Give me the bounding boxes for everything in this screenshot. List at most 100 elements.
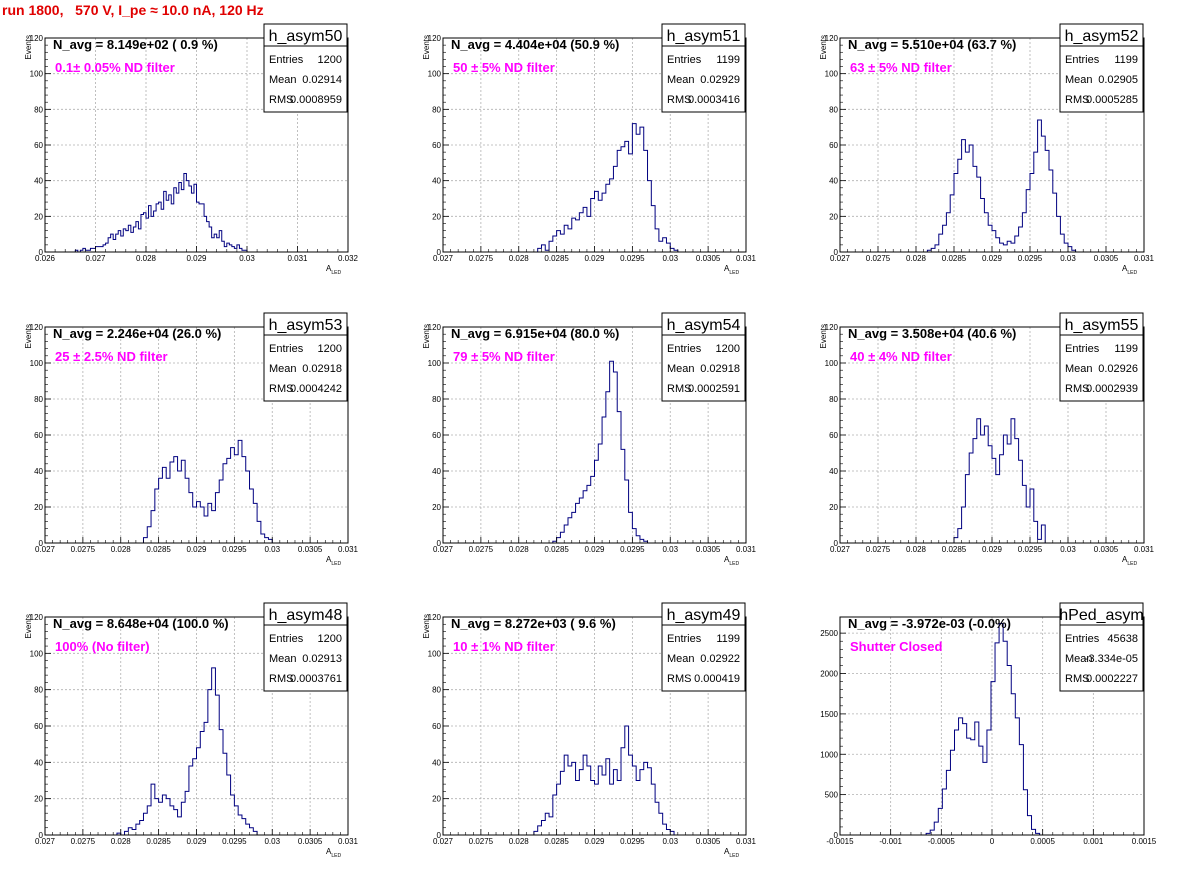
x-tick-label: 0.0275 bbox=[71, 545, 96, 554]
x-tick-label: 0.029 bbox=[186, 545, 207, 554]
y-axis-label: Events bbox=[819, 324, 828, 348]
n-avg-label: N_avg = 6.915e+04 (80.0 %) bbox=[451, 326, 619, 341]
x-tick-label: 0.029 bbox=[982, 545, 1003, 554]
y-tick-label: 2500 bbox=[820, 629, 838, 638]
x-tick-label: 0.031 bbox=[287, 254, 308, 263]
stats-value: 0.0002591 bbox=[688, 383, 740, 395]
x-tick-label: 0.0275 bbox=[469, 545, 494, 554]
histogram-panel: 0.026 0.027 0.028 0.029 0.03 0.031 0.032 0 20 40 6… bbox=[24, 23, 359, 276]
y-tick-label: 80 bbox=[432, 105, 441, 114]
x-tick-label: 0.0305 bbox=[1094, 545, 1119, 554]
y-axis-label: Events bbox=[422, 35, 431, 59]
stats-label: RMS bbox=[1065, 94, 1089, 106]
y-tick-label: 80 bbox=[432, 686, 441, 695]
x-tick-label: 0.027 bbox=[85, 254, 106, 263]
filter-annotation: 100% (No filter) bbox=[55, 639, 150, 654]
n-avg-label: N_avg = 8.272e+03 ( 9.6 %) bbox=[451, 616, 616, 631]
y-tick-label: 20 bbox=[829, 503, 838, 512]
x-tick-label: 0.0285 bbox=[942, 254, 967, 263]
x-tick-label: 0.0285 bbox=[146, 545, 171, 554]
stats-value: 0.02905 bbox=[1098, 74, 1138, 86]
stats-label: Mean bbox=[667, 653, 695, 665]
y-axis-label: Events bbox=[24, 35, 33, 59]
stats-value: 1199 bbox=[716, 54, 740, 66]
x-tick-label: 0.029 bbox=[982, 254, 1003, 263]
stats-value: 1199 bbox=[1114, 54, 1138, 66]
x-tick-label: 0.028 bbox=[906, 254, 927, 263]
filter-annotation: 79 ± 5% ND filter bbox=[453, 349, 555, 364]
x-tick-label: 0.028 bbox=[111, 837, 132, 846]
y-tick-label: 0 bbox=[437, 248, 442, 257]
x-tick-label: 0.0285 bbox=[544, 837, 569, 846]
y-tick-label: 120 bbox=[30, 323, 44, 332]
y-tick-label: 100 bbox=[30, 359, 44, 368]
histogram-panel: 0.027 0.0275 0.028 0.0285 0.029 0.0295 0.03 0.0… bbox=[24, 602, 359, 859]
x-tick-label: 0.031 bbox=[1134, 254, 1155, 263]
y-tick-label: 500 bbox=[825, 791, 839, 800]
y-tick-label: 80 bbox=[432, 395, 441, 404]
y-tick-label: 80 bbox=[34, 686, 43, 695]
stats-value: 1200 bbox=[318, 343, 342, 355]
x-tick-label: 0.028 bbox=[906, 545, 927, 554]
stats-box bbox=[1059, 23, 1144, 113]
y-tick-label: 0 bbox=[39, 248, 44, 257]
stats-label: Mean bbox=[1065, 653, 1093, 665]
y-tick-label: 120 bbox=[30, 34, 44, 43]
x-tick-label: 0.026 bbox=[35, 254, 56, 263]
x-tick-label: 0.0295 bbox=[222, 545, 247, 554]
stats-value: 0.0003761 bbox=[290, 673, 342, 685]
n-avg-label: N_avg = 8.149e+02 ( 0.9 %) bbox=[53, 37, 218, 52]
x-tick-label: 0.0295 bbox=[620, 254, 645, 263]
stats-label: RMS bbox=[1065, 383, 1089, 395]
x-tick-label: -0.001 bbox=[879, 837, 902, 846]
x-tick-label: 0.027 bbox=[433, 837, 454, 846]
x-tick-label: -0.0015 bbox=[826, 837, 854, 846]
y-tick-label: 80 bbox=[829, 105, 838, 114]
histogram-name: h_asym55 bbox=[1065, 317, 1139, 334]
x-tick-label: 0.027 bbox=[433, 254, 454, 263]
y-tick-label: 120 bbox=[825, 323, 839, 332]
y-tick-label: 40 bbox=[432, 758, 441, 767]
stats-value: 0.0005285 bbox=[1086, 94, 1138, 106]
stats-value: 0.0008959 bbox=[290, 94, 342, 106]
x-tick-label: 0.03 bbox=[662, 545, 678, 554]
stats-value: 0.0003416 bbox=[688, 94, 740, 106]
histogram-series bbox=[926, 119, 1077, 252]
stats-label: Entries bbox=[667, 343, 702, 355]
x-tick-label: 0 bbox=[990, 837, 995, 846]
y-tick-label: 100 bbox=[30, 70, 44, 79]
x-tick-label: 0.029 bbox=[186, 254, 207, 263]
x-tick-label: 0.031 bbox=[736, 837, 757, 846]
x-tick-label: 0.031 bbox=[338, 837, 359, 846]
stats-value: 0.02918 bbox=[700, 363, 740, 375]
stats-label: Entries bbox=[1065, 343, 1100, 355]
histogram-name: h_asym49 bbox=[667, 607, 741, 624]
x-tick-label: 0.028 bbox=[509, 254, 530, 263]
y-tick-label: 40 bbox=[34, 467, 43, 476]
y-axis-label: Events bbox=[24, 614, 33, 638]
y-tick-label: 0 bbox=[39, 539, 44, 548]
stats-value: 0.02929 bbox=[700, 74, 740, 86]
x-tick-label: 0.027 bbox=[830, 254, 851, 263]
stats-value: 1199 bbox=[716, 633, 740, 645]
histogram-series bbox=[953, 418, 1046, 543]
y-tick-label: 100 bbox=[825, 359, 839, 368]
histogram-name: h_asym50 bbox=[269, 28, 343, 45]
y-tick-label: 1000 bbox=[820, 750, 838, 759]
n-avg-label: N_avg = -3.972e-03 (-0.0%) bbox=[848, 616, 1011, 631]
x-tick-label: 0.027 bbox=[830, 545, 851, 554]
histogram-panel: 0.027 0.0275 0.028 0.0285 0.029 0.0295 0.03 0.0… bbox=[819, 23, 1155, 276]
y-tick-label: 80 bbox=[34, 105, 43, 114]
stats-box bbox=[661, 312, 746, 402]
y-tick-label: 120 bbox=[428, 613, 442, 622]
y-tick-label: 20 bbox=[432, 503, 441, 512]
filter-annotation: 10 ± 1% ND filter bbox=[453, 639, 555, 654]
stats-label: Mean bbox=[667, 74, 695, 86]
y-tick-label: 20 bbox=[34, 503, 43, 512]
y-tick-label: 60 bbox=[432, 431, 441, 440]
x-axis-label-subscript: LED bbox=[1127, 270, 1137, 276]
x-tick-label: 0.027 bbox=[35, 837, 56, 846]
